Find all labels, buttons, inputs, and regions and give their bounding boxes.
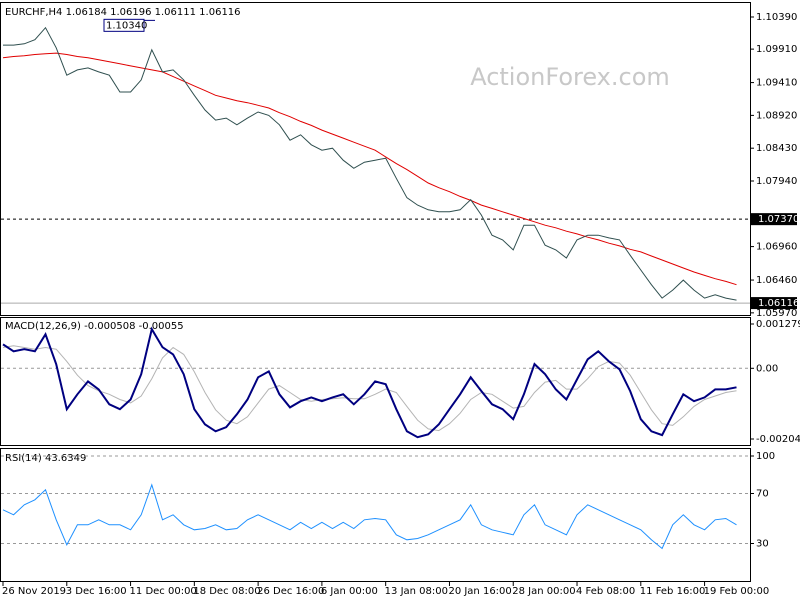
x-tick-label: 26 Nov 2019 bbox=[2, 586, 66, 597]
high-label: 1.10340 bbox=[106, 20, 147, 31]
y-tick-label: 1.10390 bbox=[756, 12, 797, 23]
x-tick-label: 6 Jan 00:00 bbox=[321, 586, 378, 597]
macd-pane bbox=[0, 317, 751, 446]
macd-title: MACD(12,26,9) -0.000508 -0.00055 bbox=[5, 321, 184, 332]
last-label-box bbox=[751, 297, 797, 310]
y-tick-label: 0.001279 bbox=[756, 319, 800, 330]
x-tick-label: 11 Dec 00:00 bbox=[130, 586, 197, 597]
series-line bbox=[3, 26, 737, 301]
series-line bbox=[2, 52, 737, 286]
y-tick-label: 1.06460 bbox=[756, 275, 797, 286]
last-price-label: 1.06116 bbox=[758, 298, 799, 309]
x-tick-label: 20 Jan 16:00 bbox=[448, 586, 511, 597]
y-tick-label: 1.06960 bbox=[756, 242, 797, 253]
y-tick-label: 1.05970 bbox=[756, 308, 797, 319]
rsi-pane bbox=[0, 448, 751, 582]
y-tick-label: 100 bbox=[756, 451, 775, 462]
x-tick-label: 4 Feb 08:00 bbox=[576, 586, 635, 597]
y-tick-label: 0.00 bbox=[756, 363, 778, 374]
x-tick-label: 26 Dec 16:00 bbox=[257, 586, 324, 597]
y-tick-label: 1.07940 bbox=[756, 176, 797, 187]
rsi-title: RSI(14) 43.6349 bbox=[5, 453, 86, 464]
y-tick-label: 30 bbox=[756, 539, 769, 550]
series-line bbox=[2, 483, 737, 550]
x-tick-label: 19 Feb 00:00 bbox=[704, 586, 770, 597]
price-pane bbox=[0, 2, 751, 316]
series-line bbox=[2, 345, 737, 432]
x-tick-label: 28 Jan 00:00 bbox=[512, 586, 575, 597]
x-tick-label: 13 Jan 08:00 bbox=[385, 586, 448, 597]
y-tick-label: 1.08920 bbox=[756, 110, 797, 121]
y-tick-label: 70 bbox=[756, 489, 769, 500]
x-tick-label: 18 Dec 08:00 bbox=[193, 586, 260, 597]
level-label-box bbox=[751, 213, 797, 226]
y-tick-label: 1.08430 bbox=[756, 143, 797, 154]
y-tick-label: -0.002042 bbox=[756, 434, 800, 445]
watermark: ActionForex.com bbox=[470, 63, 670, 91]
x-tick-label: 11 Feb 16:00 bbox=[640, 586, 706, 597]
y-tick-label: 1.09910 bbox=[756, 44, 797, 55]
x-tick-label: 3 Dec 16:00 bbox=[66, 586, 127, 597]
level-label: 1.07370 bbox=[758, 214, 799, 225]
y-tick-label: 1.09410 bbox=[756, 78, 797, 89]
series-line bbox=[2, 326, 737, 439]
chart-title: EURCHF,H4 1.06184 1.06196 1.06111 1.0611… bbox=[5, 7, 241, 18]
high-label-box bbox=[103, 18, 145, 32]
